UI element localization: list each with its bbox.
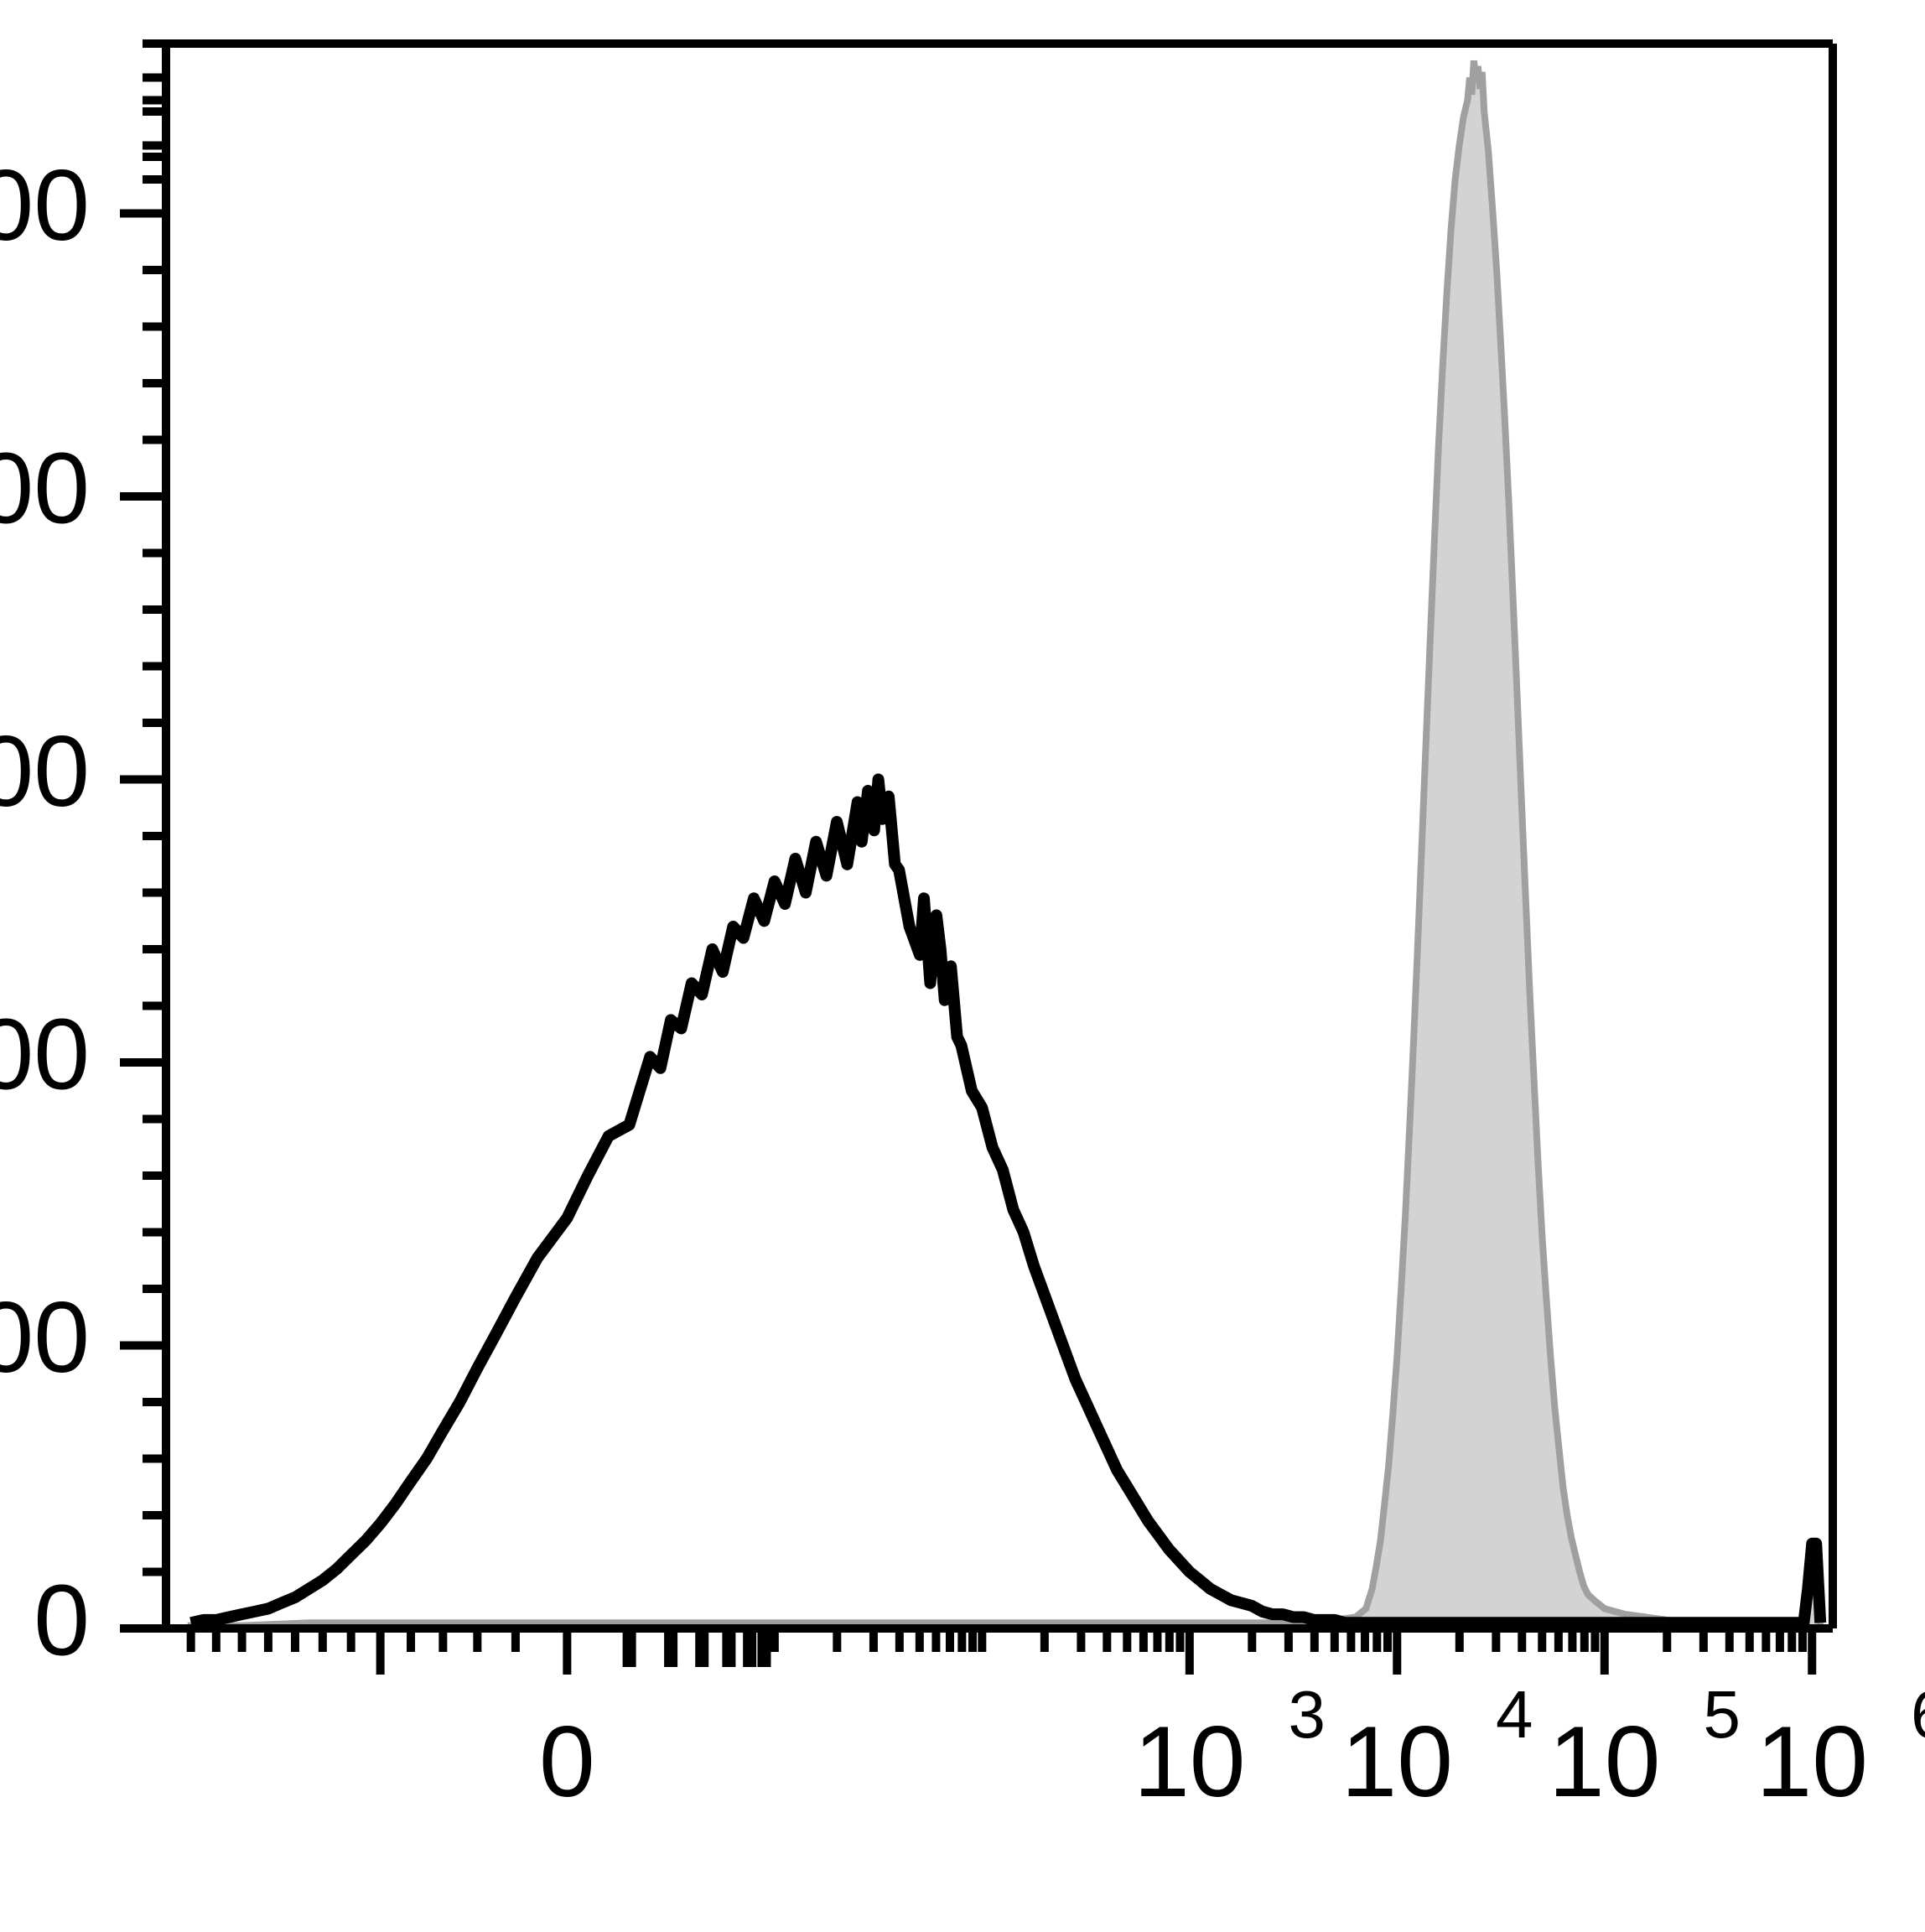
x-tick-label-zero: 0: [539, 1706, 595, 1818]
y-tick-label: 100: [0, 1281, 90, 1394]
y-tick-label: 300: [0, 715, 90, 828]
x-tick-label-base: 10: [1756, 1706, 1868, 1818]
flow-cytometry-histogram: 01002003004005000103104105106: [0, 0, 1925, 1932]
y-tick-label: 200: [0, 999, 90, 1111]
y-tick-label: 500: [0, 149, 90, 262]
chart-svg: 01002003004005000103104105106: [0, 0, 1925, 1932]
y-tick-label: 0: [34, 1565, 90, 1677]
x-tick-label-base: 10: [1549, 1706, 1660, 1818]
x-tick-label-sup: 4: [1496, 1677, 1533, 1752]
x-tick-label-sup: 3: [1289, 1677, 1326, 1752]
x-tick-label-base: 10: [1341, 1706, 1453, 1818]
x-tick-label-sup: 5: [1704, 1677, 1741, 1752]
x-tick-label-sup: 6: [1911, 1677, 1925, 1752]
x-tick-label-base: 10: [1134, 1706, 1245, 1818]
y-tick-label: 400: [0, 433, 90, 545]
